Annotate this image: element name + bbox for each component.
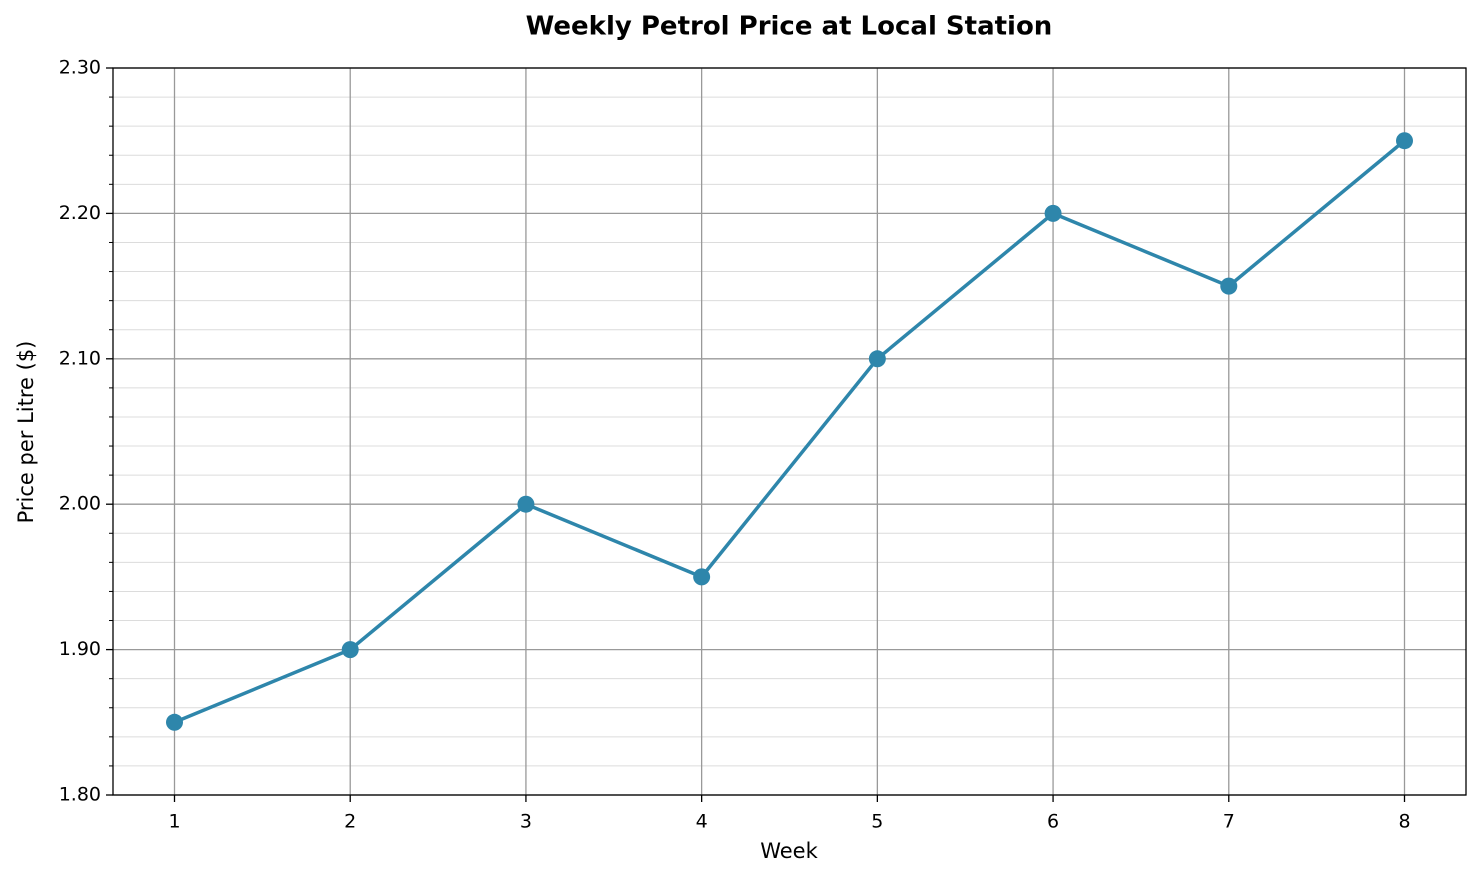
chart-title: Weekly Petrol Price at Local Station (526, 12, 1053, 42)
x-tick-label: 5 (871, 811, 883, 833)
x-tick-label: 4 (696, 811, 708, 833)
x-tick-label: 2 (344, 811, 356, 833)
y-tick-label: 2.00 (59, 493, 101, 515)
point (1396, 132, 1413, 150)
plot-frame (112, 67, 1467, 796)
x-tick-label: 6 (1047, 811, 1059, 833)
x-axis-label: Week (760, 839, 818, 863)
point (1220, 277, 1238, 295)
y-tick-label: 1.90 (59, 638, 101, 660)
x-tick-label: 1 (168, 811, 180, 833)
x-tick-label: 7 (1223, 811, 1235, 833)
y-tick-label: 2.30 (59, 57, 101, 79)
x-tick-label: 8 (1398, 811, 1410, 833)
y-tick-label: 1.80 (59, 784, 101, 806)
point (693, 568, 711, 586)
line (173, 139, 1406, 724)
point (868, 350, 886, 368)
point (517, 495, 535, 513)
y-axis-label: Price per Litre ($) (14, 341, 38, 524)
point (1044, 204, 1062, 222)
point (341, 641, 359, 659)
x-tick-label: 3 (520, 811, 532, 833)
point (166, 713, 183, 731)
y-tick-label: 2.10 (59, 347, 101, 369)
y-tick-label: 2.20 (59, 202, 101, 224)
